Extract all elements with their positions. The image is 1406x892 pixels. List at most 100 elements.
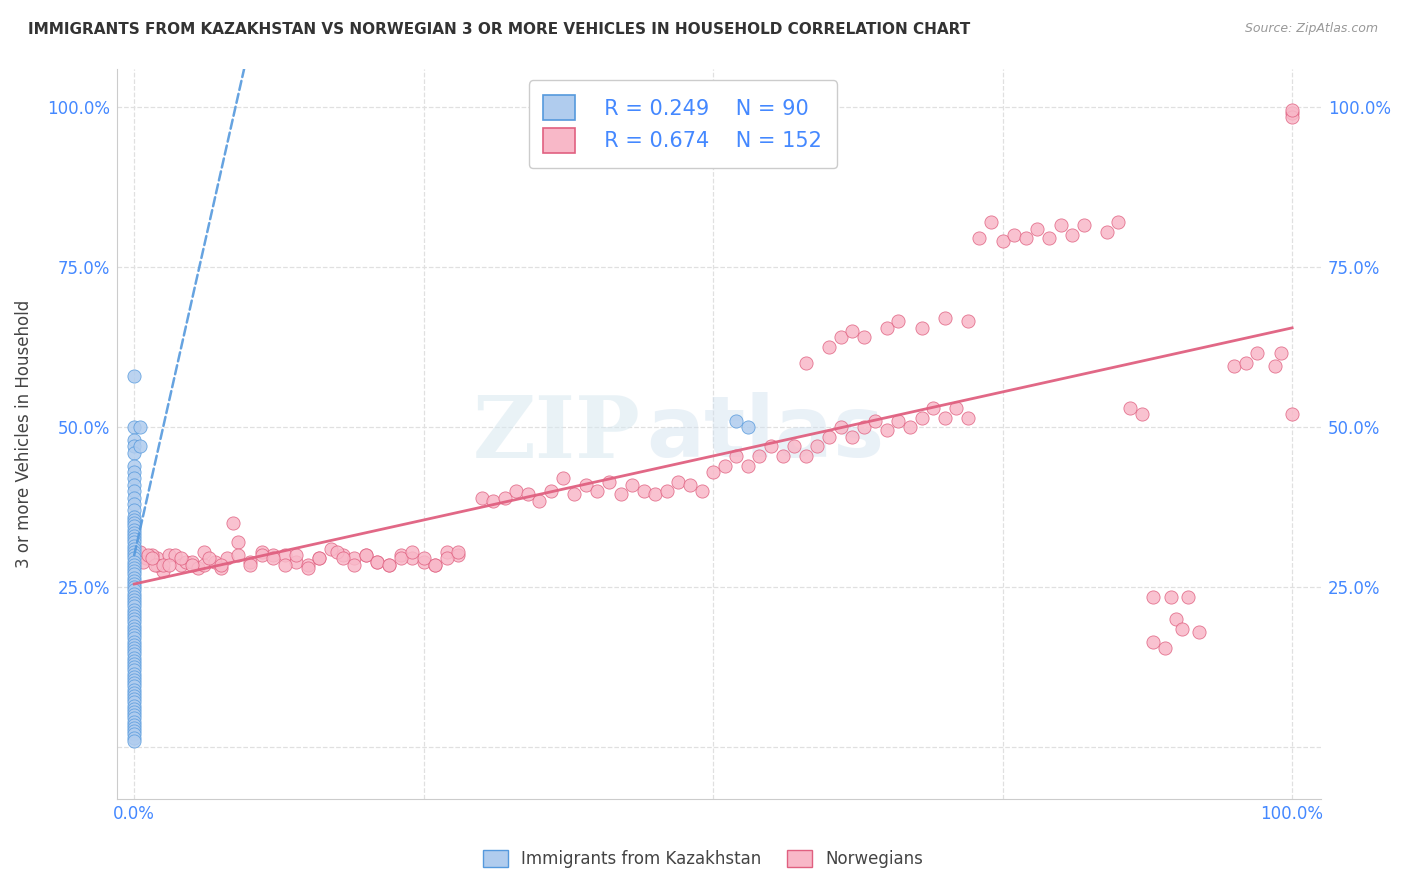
- Point: [934, 311, 956, 326]
- Point: [122, 446, 145, 460]
- Point: [308, 551, 330, 566]
- Point: [1281, 106, 1303, 120]
- Point: [748, 449, 770, 463]
- Point: [122, 615, 145, 630]
- Point: [737, 458, 759, 473]
- Point: [1234, 356, 1257, 370]
- Point: [447, 545, 470, 559]
- Point: [412, 551, 434, 566]
- Point: [668, 475, 690, 489]
- Point: [644, 487, 666, 501]
- Point: [122, 622, 145, 636]
- Point: [725, 414, 748, 428]
- Point: [122, 525, 145, 540]
- Point: [1142, 590, 1164, 604]
- Point: [193, 545, 215, 559]
- Point: [181, 558, 204, 572]
- Point: [122, 664, 145, 678]
- Point: [141, 548, 163, 562]
- Point: [122, 628, 145, 642]
- Point: [794, 356, 817, 370]
- Point: [122, 583, 145, 598]
- Point: [852, 420, 875, 434]
- Point: [366, 555, 388, 569]
- Point: [806, 439, 828, 453]
- Text: atlas: atlas: [647, 392, 884, 475]
- Point: [122, 555, 145, 569]
- Point: [122, 529, 145, 543]
- Point: [122, 686, 145, 700]
- Point: [122, 689, 145, 703]
- Point: [122, 609, 145, 624]
- Point: [1026, 221, 1049, 235]
- Point: [228, 535, 250, 549]
- Point: [529, 493, 551, 508]
- Point: [122, 696, 145, 710]
- Point: [1270, 346, 1292, 360]
- Point: [122, 660, 145, 674]
- Point: [1107, 215, 1129, 229]
- Point: [494, 491, 516, 505]
- Point: [505, 484, 527, 499]
- Point: [436, 545, 458, 559]
- Point: [1264, 359, 1286, 374]
- Point: [122, 682, 145, 697]
- Point: [146, 558, 169, 572]
- Point: [551, 471, 574, 485]
- Point: [122, 698, 145, 713]
- Point: [122, 535, 145, 549]
- Text: ZIP: ZIP: [472, 392, 641, 475]
- Point: [679, 477, 702, 491]
- Point: [378, 558, 401, 572]
- Point: [122, 491, 145, 505]
- Point: [239, 555, 262, 569]
- Point: [516, 487, 538, 501]
- Point: [122, 574, 145, 588]
- Point: [945, 401, 967, 415]
- Point: [378, 558, 401, 572]
- Point: [262, 551, 284, 566]
- Point: [193, 558, 215, 572]
- Point: [122, 439, 145, 453]
- Point: [598, 475, 620, 489]
- Point: [122, 702, 145, 716]
- Point: [1095, 225, 1118, 239]
- Point: [1119, 401, 1142, 415]
- Point: [425, 558, 447, 572]
- Point: [198, 551, 221, 566]
- Legend: Immigrants from Kazakhstan, Norwegians: Immigrants from Kazakhstan, Norwegians: [477, 843, 929, 875]
- Point: [830, 330, 852, 344]
- Point: [157, 558, 180, 572]
- Point: [1073, 219, 1095, 233]
- Point: [1188, 625, 1211, 640]
- Point: [122, 509, 145, 524]
- Point: [389, 551, 412, 566]
- Point: [297, 561, 319, 575]
- Point: [1153, 641, 1175, 656]
- Y-axis label: 3 or more Vehicles in Household: 3 or more Vehicles in Household: [15, 300, 32, 567]
- Point: [956, 314, 979, 328]
- Point: [389, 548, 412, 562]
- Point: [609, 487, 631, 501]
- Point: [157, 548, 180, 562]
- Legend:   R = 0.249    N = 90,   R = 0.674    N = 152: R = 0.249 N = 90, R = 0.674 N = 152: [529, 80, 837, 168]
- Text: IMMIGRANTS FROM KAZAKHSTAN VS NORWEGIAN 3 OR MORE VEHICLES IN HOUSEHOLD CORRELAT: IMMIGRANTS FROM KAZAKHSTAN VS NORWEGIAN …: [28, 22, 970, 37]
- Point: [122, 465, 145, 479]
- Point: [122, 612, 145, 626]
- Point: [122, 648, 145, 662]
- Point: [122, 420, 145, 434]
- Point: [204, 555, 226, 569]
- Point: [655, 484, 678, 499]
- Point: [122, 516, 145, 531]
- Point: [690, 484, 713, 499]
- Point: [633, 484, 655, 499]
- Point: [169, 558, 191, 572]
- Point: [122, 564, 145, 578]
- Point: [122, 580, 145, 594]
- Point: [991, 235, 1014, 249]
- Point: [221, 516, 243, 531]
- Point: [181, 555, 204, 569]
- Point: [262, 548, 284, 562]
- Point: [122, 532, 145, 546]
- Point: [122, 634, 145, 648]
